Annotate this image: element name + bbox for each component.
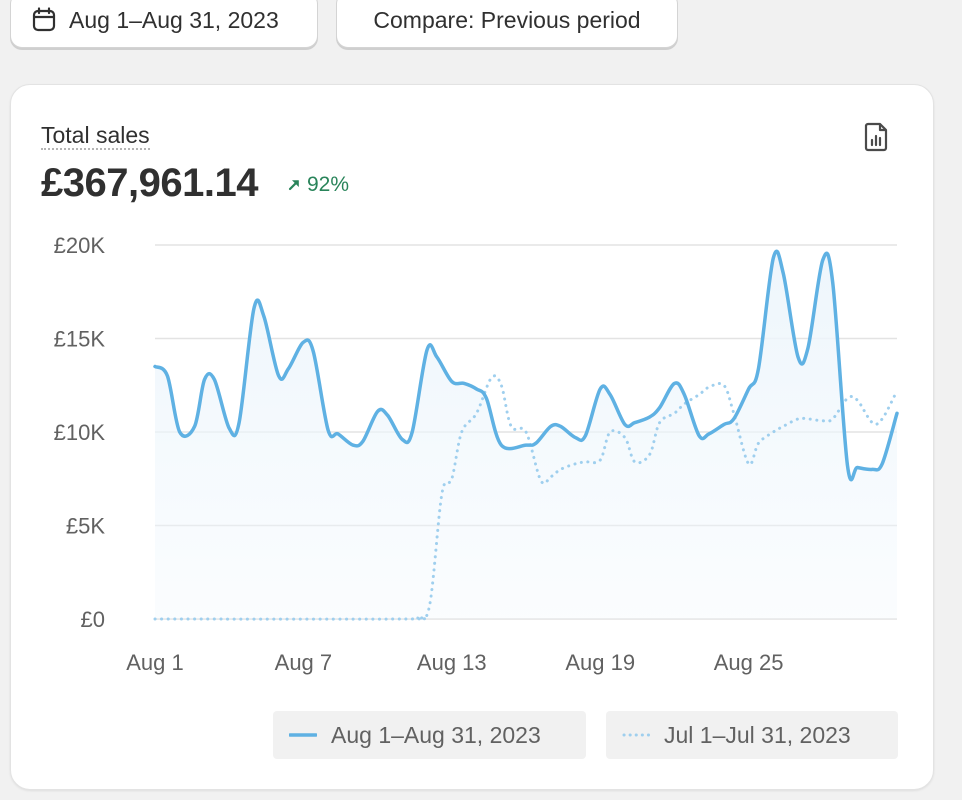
legend-label-previous: Jul 1–Jul 31, 2023 <box>664 721 851 748</box>
change-percent: 92% <box>307 173 350 196</box>
arrow-up-right-icon <box>288 180 299 191</box>
y-tick-label: £15K <box>54 327 106 352</box>
total-sales-card: Total sales £367,961.14 92% £0 £5K £10K £15… <box>10 84 934 790</box>
export-report-icon[interactable] <box>863 121 891 153</box>
x-tick-label: Aug 25 <box>714 650 784 675</box>
change-indicator: 92% <box>287 173 349 197</box>
legend-label-current: Aug 1–Aug 31, 2023 <box>331 721 541 748</box>
card-title[interactable]: Total sales <box>41 122 150 150</box>
compare-label: Compare: Previous period <box>373 6 641 33</box>
legend-solid-line-icon <box>289 733 317 737</box>
calendar-icon <box>32 7 56 32</box>
y-tick-label: £20K <box>54 233 106 258</box>
area-fill-current <box>155 251 897 619</box>
compare-button[interactable]: Compare: Previous period <box>336 0 678 48</box>
x-tick-label: Aug 13 <box>417 650 487 675</box>
legend-item-previous[interactable]: Jul 1–Jul 31, 2023 <box>606 711 898 759</box>
legend-item-current[interactable]: Aug 1–Aug 31, 2023 <box>273 711 586 759</box>
legend-dotted-line-icon <box>622 733 650 737</box>
series-line-current <box>153 249 899 482</box>
x-tick-label: Aug 1 <box>126 650 184 675</box>
sales-line-chart: £0 £5K £10K £15K £20K Aug 1 Aug 7 Aug 13 Aug 19 A… <box>54 233 899 675</box>
x-tick-label: Aug 19 <box>565 650 635 675</box>
y-tick-label: £0 <box>81 607 105 632</box>
total-sales-value: £367,961.14 <box>41 161 258 205</box>
y-tick-label: £5K <box>66 514 105 539</box>
x-tick-label: Aug 7 <box>275 650 333 675</box>
date-range-button[interactable]: Aug 1–Aug 31, 2023 <box>10 0 318 48</box>
y-tick-label: £10K <box>54 420 106 445</box>
series-line-previous <box>153 374 899 621</box>
date-range-label: Aug 1–Aug 31, 2023 <box>69 6 279 33</box>
